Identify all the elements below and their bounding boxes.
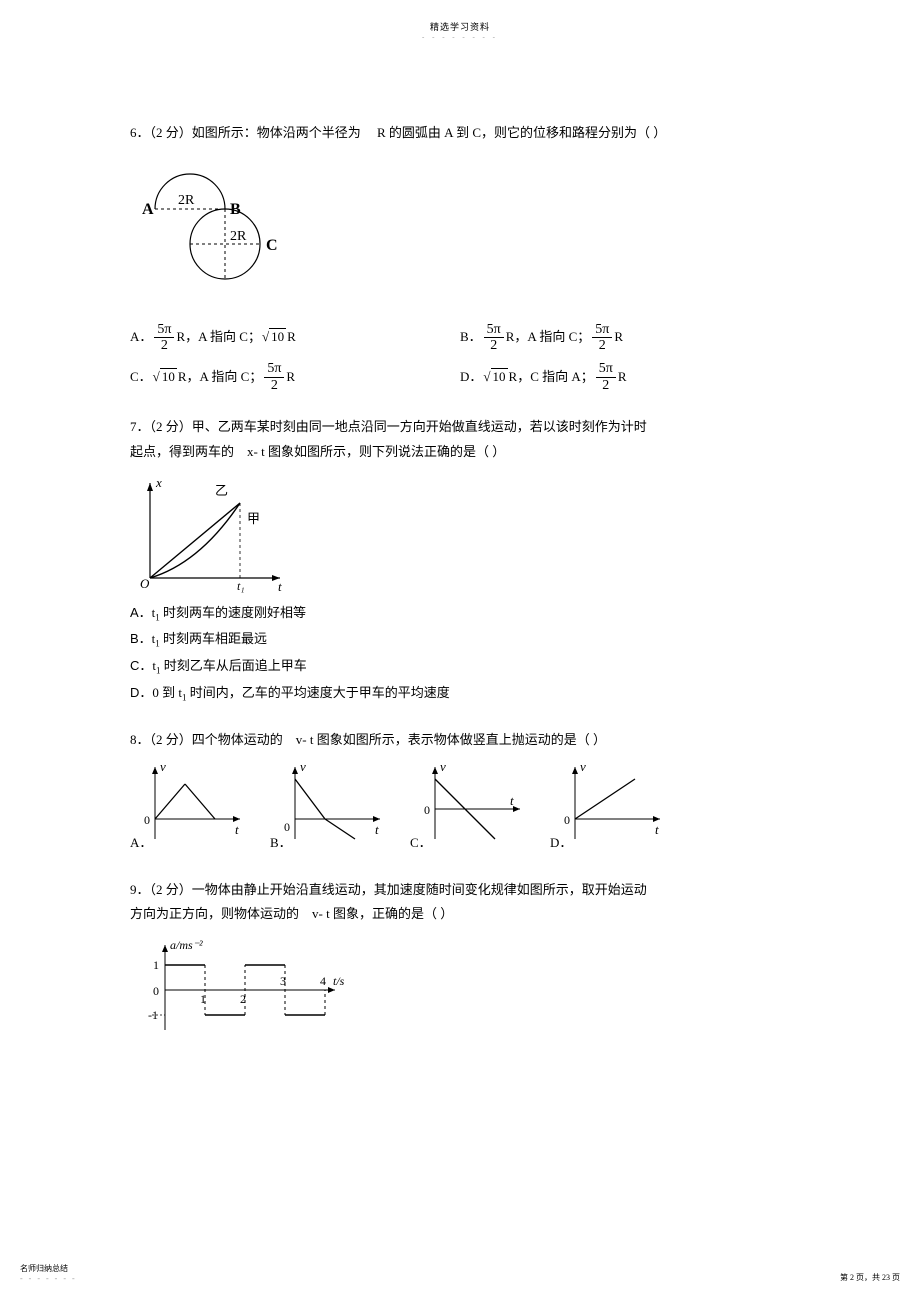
q6-opt-D: D． 10 R，C 指向 A； 5π2 R [460, 361, 790, 393]
q6-opt-C: C． 10 R，A 指向 C； 5π2 R [130, 361, 460, 393]
svg-text:甲: 甲 [247, 511, 260, 526]
question-8: 8．（2 分）四个物体运动的 v- t 图象如图所示，表示物体做竖直上抛运动的是… [130, 728, 790, 855]
q6-A-mid: R，A 指向 C； [176, 325, 261, 350]
q6-B-prefix: B． [460, 325, 482, 350]
header-title: 精选学习资料 [0, 0, 920, 33]
svg-text:v: v [160, 759, 166, 774]
q7-stem-c: x- t 图象如图所示，则下列说法正确的是（ ） [247, 444, 505, 459]
question-9: 9．（2 分）一物体由静止开始沿直线运动，其加速度随时间变化规律如图所示，取开始… [130, 878, 790, 1045]
q8-stem-a: 8．（2 分）四个物体运动的 [130, 732, 283, 747]
q8-opt-A: A． [130, 831, 250, 856]
q7-stem-b: 起点，得到两车的 [130, 444, 234, 459]
q6-D-tail: R [618, 365, 627, 390]
q6-B-tail: R [614, 325, 623, 350]
q6-A-prefix: A． [130, 325, 152, 350]
svg-text:v: v [440, 759, 446, 774]
q6-opt-B: B． 5π2 R，A 指向 C； 5π2 R [460, 322, 790, 354]
q6-stem-b: R 的圆弧由 A 到 C，则它的位移和路程分别为（ ） [377, 125, 666, 140]
q9-stem-c: v- t 图象，正确的是（ ） [312, 906, 453, 921]
q8-opt-C: C． [410, 831, 530, 856]
footer-right: 第 2 页，共 23 页 [840, 1272, 900, 1283]
q8-opt-D: D． [550, 831, 670, 856]
svg-text:0: 0 [144, 813, 150, 827]
svg-text:O: O [140, 576, 150, 591]
q7-stem-a: 7．（2 分）甲、乙两车某时刻由同一地点沿同一方向开始做直线运动，若以该时刻作为… [130, 415, 790, 440]
q8-graph-D: v t 0 D． [550, 759, 670, 856]
svg-text:0: 0 [424, 803, 430, 817]
page-content: 6．（2 分）如图所示：物体沿两个半径为 R 的圆弧由 A 到 C，则它的位移和… [0, 41, 920, 1045]
q6-D-mid: R，C 指向 A； [509, 365, 594, 390]
question-6: 6．（2 分）如图所示：物体沿两个半径为 R 的圆弧由 A 到 C，则它的位移和… [130, 121, 790, 393]
svg-text:t₁: t₁ [237, 579, 245, 593]
svg-text:t: t [278, 579, 282, 593]
svg-text:v: v [580, 759, 586, 774]
q6-label-B: B [230, 201, 241, 218]
svg-text:1: 1 [153, 958, 159, 972]
svg-text:乙: 乙 [215, 483, 228, 498]
q7-opt-B: B．t1 时刻两车相距最远 [130, 627, 790, 653]
q8-graph-A: v t 0 A． [130, 759, 250, 856]
q6-options: A． 5π2 R，A 指向 C； 10 R B． 5π2 R，A 指向 C； 5… [130, 322, 790, 394]
header-dots: - - - - - - - - [0, 33, 920, 41]
q6-diagram: A B C 2R 2R [130, 154, 790, 314]
svg-text:t: t [510, 793, 514, 808]
q6-label-2R-bot: 2R [230, 229, 247, 244]
q8-stem-b: v- t 图象如图所示，表示物体做竖直上抛运动的是（ ） [296, 732, 606, 747]
q6-label-A: A [142, 201, 154, 218]
q9-diagram: a/ms⁻² t/s 1 0 -1 1 2 3 4 [130, 935, 790, 1045]
q6-B-mid: R，A 指向 C； [506, 325, 591, 350]
footer-left-dots: - - - - - - - [20, 1274, 77, 1283]
q7-diagram: x t O t₁ 乙 甲 [130, 473, 790, 593]
question-7: 7．（2 分）甲、乙两车某时刻由同一地点沿同一方向开始做直线运动，若以该时刻作为… [130, 415, 790, 706]
q7-opt-D: D．0 到 t1 时间内，乙车的平均速度大于甲车的平均速度 [130, 681, 790, 707]
svg-text:-1: -1 [148, 1008, 158, 1022]
svg-text:3: 3 [280, 974, 286, 988]
svg-text:a/ms⁻²: a/ms⁻² [170, 938, 203, 952]
q7-options: A．t1 时刻两车的速度刚好相等 B．t1 时刻两车相距最远 C．t1 时刻乙车… [130, 601, 790, 707]
q6-label-2R-top: 2R [178, 193, 195, 208]
q6-D-prefix: D． [460, 365, 482, 390]
q8-graphs: v t 0 A． v t 0 B． [130, 759, 790, 856]
q6-stem-a: 6．（2 分）如图所示：物体沿两个半径为 [130, 125, 361, 140]
q6-A-tail: R [287, 325, 296, 350]
q6-C-mid: R，A 指向 C； [178, 365, 263, 390]
q6-label-C: C [266, 237, 278, 254]
q8-opt-B: B． [270, 831, 390, 856]
svg-text:t/s: t/s [333, 974, 345, 988]
q8-graph-C: v t 0 C． [410, 759, 530, 856]
q7-opt-C: C．t1 时刻乙车从后面追上甲车 [130, 654, 790, 680]
svg-text:1: 1 [200, 992, 206, 1006]
q6-C-prefix: C． [130, 365, 152, 390]
svg-text:2: 2 [240, 992, 246, 1006]
svg-text:0: 0 [153, 984, 159, 998]
svg-text:0: 0 [564, 813, 570, 827]
q6-opt-A: A． 5π2 R，A 指向 C； 10 R [130, 322, 460, 354]
svg-text:v: v [300, 759, 306, 774]
q6-C-tail: R [286, 365, 295, 390]
footer-left: 名师归纳总结 - - - - - - - [20, 1263, 77, 1283]
footer-left-text: 名师归纳总结 [20, 1263, 77, 1274]
q9-stem-a: 9．（2 分）一物体由静止开始沿直线运动，其加速度随时间变化规律如图所示，取开始… [130, 878, 790, 903]
q7-opt-A: A．t1 时刻两车的速度刚好相等 [130, 601, 790, 627]
svg-text:4: 4 [320, 974, 326, 988]
q8-graph-B: v t 0 B． [270, 759, 390, 856]
q9-stem-b: 方向为正方向，则物体运动的 [130, 906, 299, 921]
svg-text:x: x [155, 475, 162, 490]
